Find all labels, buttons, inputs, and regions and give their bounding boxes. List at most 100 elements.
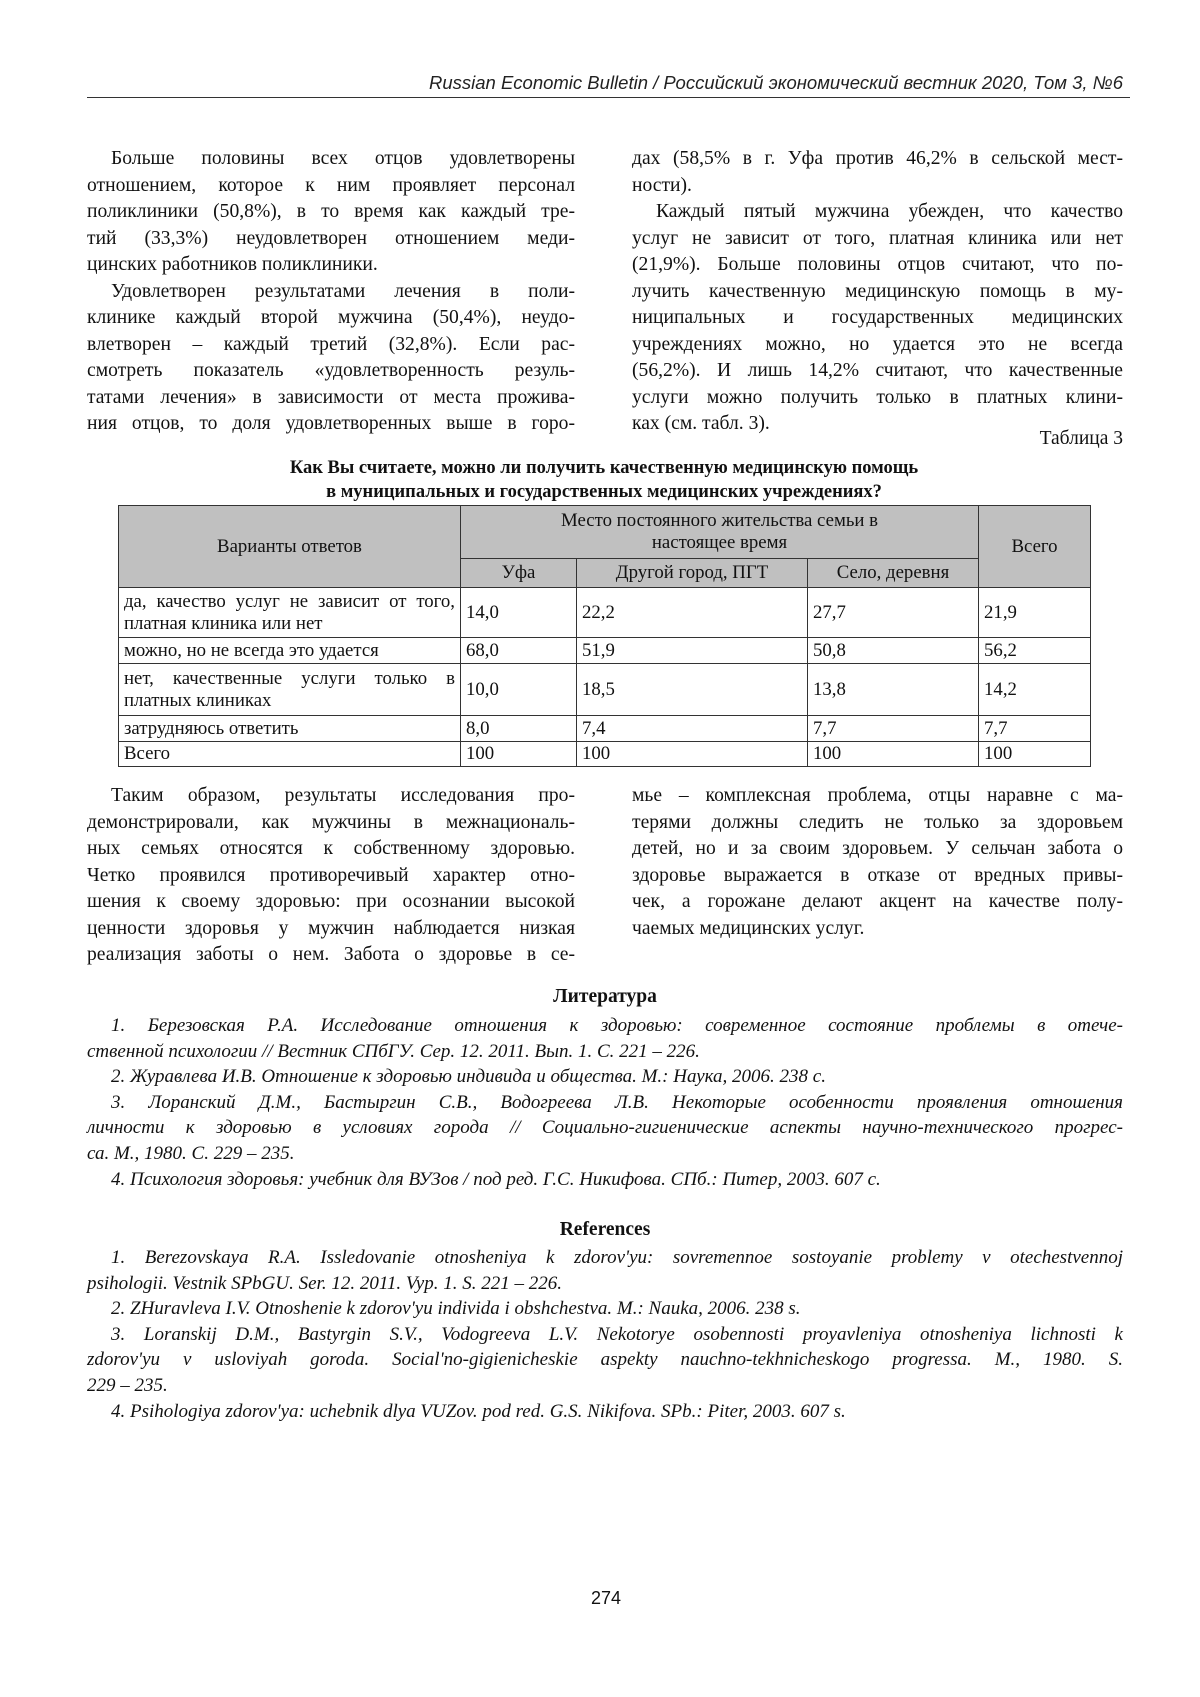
row-label: можно, но не всегда это удается: [118, 637, 461, 664]
text-line: демонстрировали, как мужчины в межнацион…: [87, 811, 575, 833]
row-label: Всего: [118, 741, 461, 767]
text-line: 4. Psihologiya zdorov'ya: uchebnik dlya …: [111, 1400, 846, 1422]
text-line: 2. Журавлева И.В. Отношение к здоровью и…: [111, 1066, 826, 1088]
references-list: 1. Berezovskaya R.A. Issledovanie otnosh…: [87, 1245, 1123, 1424]
header-residence: Место постоянного жительства семьи в нас…: [459, 505, 980, 559]
text-line: 229 – 235.: [87, 1374, 168, 1396]
text-line: влетворен – каждый третий (32,8%). Если …: [87, 333, 575, 355]
literature-heading: Литература: [553, 986, 657, 1007]
header-other-city: Другой город, ПГТ: [576, 558, 808, 588]
text-line: 3. Loranskij D.M., Bastyrgin S.V., Vodog…: [111, 1323, 1123, 1345]
page-number: 274: [590, 1588, 622, 1608]
header-village: Село, деревня: [806, 558, 980, 588]
text-line: ках (см. табл. 3).: [632, 413, 770, 434]
text-line: Удовлетворен результатами лечения в поли…: [111, 280, 575, 302]
text-line: (21,9%). Больше половины отцов считают, …: [632, 254, 1123, 275]
text-line: 1. Березовская Р.А. Исследование отношен…: [111, 1015, 1123, 1036]
text-line: ценности здоровья у мужчин наблюдается н…: [87, 917, 575, 939]
row-label: нет, качественные услуги только в платны…: [118, 663, 461, 716]
row-label: затрудняюсь ответить: [118, 715, 461, 742]
table-title-line: в муниципальных и государственных медици…: [326, 482, 882, 502]
text-line: чаемых медицинских услуг.: [632, 917, 865, 939]
text-line: личности к здоровью в условиях города //…: [87, 1117, 1123, 1139]
text-line: здоровье выражается в отказе от вредных …: [632, 864, 1123, 886]
header-answers: Варианты ответов: [118, 505, 461, 588]
table-row: Всего 100 100 100 100: [118, 741, 1092, 767]
text-line: ния отцов, то доля удовлетворенных выше …: [87, 413, 575, 434]
text-line: отношением, которое к ним проявляет перс…: [87, 174, 575, 196]
text-line: ственной психологии // Вестник СПбГУ. Се…: [87, 1040, 700, 1062]
text-line: тий (33,3%) неудовлетворен отношением ме…: [87, 227, 575, 249]
text-line: 3. Лоранский Д.М., Бастыргин С.В., Водог…: [111, 1091, 1123, 1113]
cell-value: 14,2: [978, 663, 1092, 716]
cell-value: 100: [806, 741, 980, 767]
header-ufa: Уфа: [460, 558, 577, 588]
text-line: 1. Berezovskaya R.A. Issledovanie otnosh…: [111, 1247, 1123, 1268]
cell-value: 21,9: [978, 587, 1092, 638]
text-line: реализация заботы о нем. Забота о здоров…: [87, 944, 575, 965]
table-row: затрудняюсь ответить 8,0 7,4 7,7 7,7: [118, 715, 1092, 742]
text-line: услуг не зависит от того, платная клиник…: [632, 227, 1123, 249]
table-title: Как Вы считаете, можно ли получить качес…: [118, 456, 1090, 504]
table-caption: Таблица 3: [1039, 428, 1123, 449]
cell-value: 7,7: [806, 715, 980, 742]
text-line: татами лечения» в зависимости от места п…: [87, 386, 575, 408]
cell-value: 27,7: [806, 587, 980, 638]
text-line: ности).: [632, 174, 692, 196]
text-column-right-bottom: мье – комплексная проблема, отцы наравне…: [632, 783, 1123, 942]
text-line: учреждениях можно, но удается это не все…: [632, 333, 1123, 355]
text-line: дах (58,5% в г. Уфа против 46,2% в сельс…: [632, 148, 1123, 169]
cell-value: 22,2: [576, 587, 808, 638]
text-line: лучить качественную медицинскую помощь в…: [632, 280, 1123, 302]
text-line: Каждый пятый мужчина убежден, что качест…: [656, 201, 1123, 222]
text-line: цинских работников поликлиники.: [87, 254, 378, 275]
table-row: можно, но не всегда это удается 68,0 51,9 5…: [118, 637, 1092, 664]
table-row: нет, качественные услуги только в платны…: [118, 663, 1092, 716]
table-row: да, качество услуг не зависит от того, п…: [118, 587, 1092, 638]
text-column-right: дах (58,5% в г. Уфа против 46,2% в сельс…: [632, 146, 1123, 438]
text-line: услуги можно получить только в платных к…: [632, 386, 1123, 408]
cell-value: 18,5: [576, 663, 808, 716]
text-column-left: Больше половины всех отцов удовлетворены…: [87, 146, 575, 438]
text-line: поликлиники (50,8%), в то время как кажд…: [87, 201, 575, 222]
cell-value: 100: [460, 741, 577, 767]
cell-value: 100: [978, 741, 1092, 767]
text-line: 2. ZHuravleva I.V. Otnoshenie k zdorov'y…: [111, 1298, 801, 1320]
cell-value: 13,8: [806, 663, 980, 716]
cell-value: 51,9: [576, 637, 808, 664]
header-total: Всего: [978, 505, 1092, 588]
text-line: терями должны следить не только за здоро…: [632, 811, 1123, 833]
cell-value: 10,0: [460, 663, 577, 716]
cell-value: 8,0: [460, 715, 577, 742]
header-rule: [87, 97, 1130, 98]
text-line: zdorov'yu v usloviyah goroda. Social'no-…: [87, 1349, 1123, 1371]
table-title-line: Как Вы считаете, можно ли получить качес…: [289, 458, 919, 478]
references-heading: References: [559, 1219, 651, 1240]
text-line: 4. Психология здоровья: учебник для ВУЗо…: [111, 1168, 881, 1190]
cell-value: 100: [576, 741, 808, 767]
literature-list: 1. Березовская Р.А. Исследование отношен…: [87, 1013, 1123, 1192]
cell-value: 68,0: [460, 637, 577, 664]
text-line: шения к своему здоровью: при осознании в…: [87, 891, 575, 912]
text-line: мье – комплексная проблема, отцы наравне…: [632, 785, 1123, 806]
survey-table: Варианты ответов Место постоянного жител…: [118, 505, 1092, 767]
text-line: Таким образом, результаты исследования п…: [111, 785, 575, 806]
text-line: ных семьях относятся к собственному здор…: [87, 838, 575, 859]
running-header: Russian Economic Bulletin / Российский э…: [428, 72, 1123, 93]
text-line: psihologii. Vestnik SPbGU. Ser. 12. 2011…: [87, 1272, 562, 1294]
text-line: смотреть показатель «удовлетворенность р…: [87, 360, 575, 381]
cell-value: 7,7: [978, 715, 1092, 742]
row-label: да, качество услуг не зависит от того, п…: [118, 587, 461, 638]
text-line: (56,2%). И лишь 14,2% считают, что качес…: [632, 360, 1123, 381]
cell-value: 7,4: [576, 715, 808, 742]
text-line: чек, а горожане делают акцент на качеств…: [632, 891, 1123, 912]
text-line: Больше половины всех отцов удовлетворены: [111, 148, 575, 169]
text-line: детей, но и за своим здоровьем. У сельча…: [632, 838, 1123, 859]
text-column-left-bottom: Таким образом, результаты исследования п…: [87, 783, 575, 969]
text-line: Четко проявился противоречивый характер …: [87, 864, 575, 886]
cell-value: 56,2: [978, 637, 1092, 664]
text-line: са. М., 1980. С. 229 – 235.: [87, 1142, 295, 1164]
text-line: ниципальных и государственных медицински…: [632, 307, 1123, 328]
text-line: клинике каждый второй мужчина (50,4%), н…: [87, 307, 575, 328]
cell-value: 14,0: [460, 587, 577, 638]
